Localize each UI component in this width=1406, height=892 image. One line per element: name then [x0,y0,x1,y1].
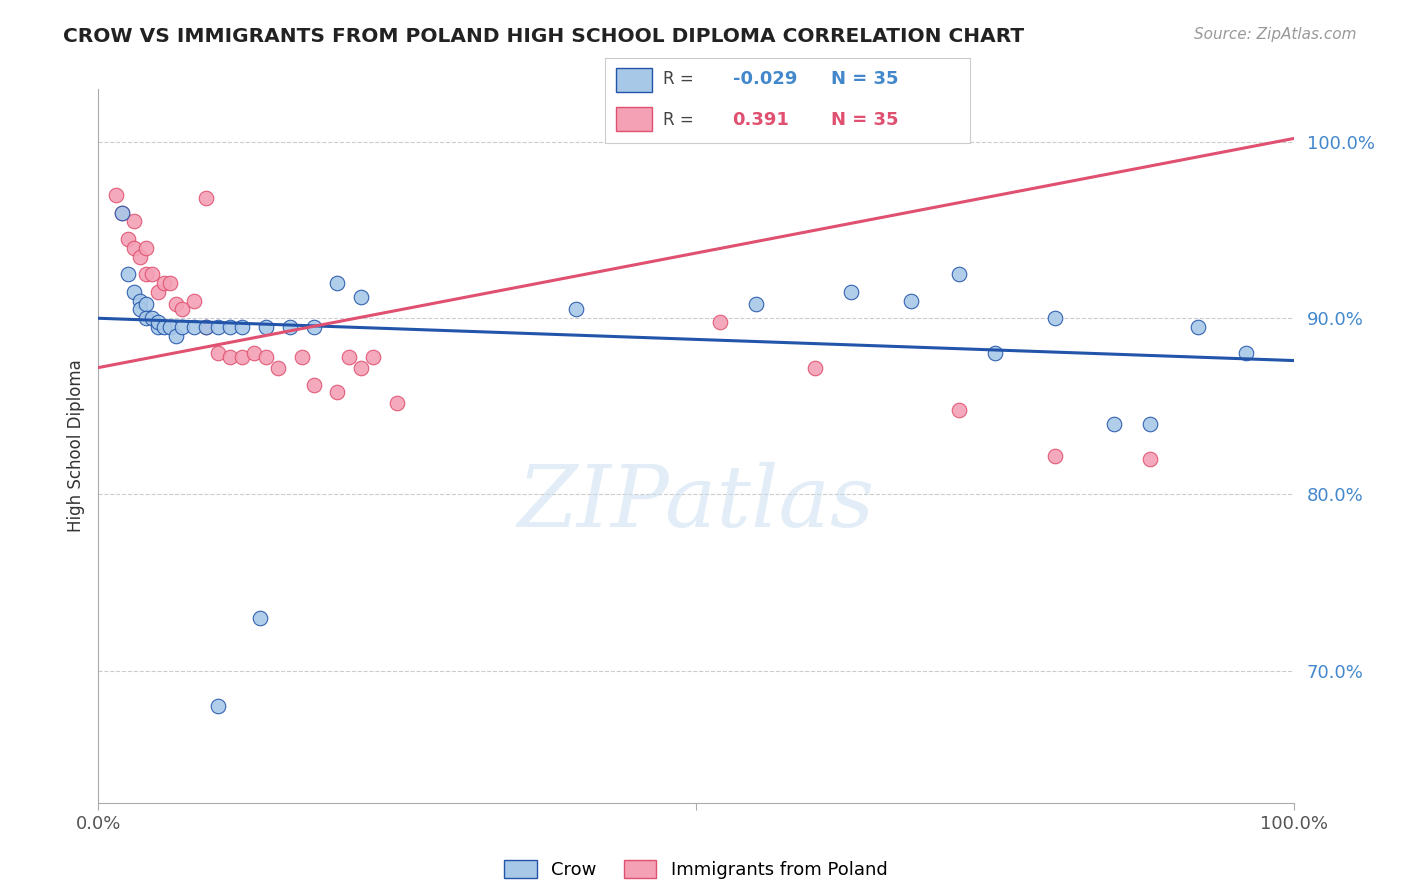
Point [565,302,588,317]
Point [135,267,157,281]
Point [302,320,325,334]
Point [709,315,731,329]
FancyBboxPatch shape [616,107,652,131]
Point [326,385,349,400]
Text: N = 35: N = 35 [831,70,898,87]
Point [207,698,229,713]
Point [148,285,170,299]
Point [267,360,290,375]
Point [326,276,349,290]
Point [141,311,163,326]
Point [363,350,385,364]
Text: -0.029: -0.029 [733,70,797,87]
Point [207,346,229,360]
Point [172,302,194,317]
Point [302,378,325,392]
Point [1187,320,1209,334]
Point [153,276,176,290]
Point [1139,452,1161,467]
Text: CROW VS IMMIGRANTS FROM POLAND HIGH SCHOOL DIPLOMA CORRELATION CHART: CROW VS IMMIGRANTS FROM POLAND HIGH SCHO… [63,27,1025,45]
Text: Source: ZipAtlas.com: Source: ZipAtlas.com [1194,27,1357,42]
Legend: Crow, Immigrants from Poland: Crow, Immigrants from Poland [498,853,894,887]
Text: 0.391: 0.391 [733,111,789,128]
Point [165,329,187,343]
Point [900,293,922,308]
Point [195,320,218,334]
Point [183,293,205,308]
Point [745,297,768,311]
Point [219,320,242,334]
Point [124,241,146,255]
Point [948,267,970,281]
Text: ZIPatlas: ZIPatlas [517,462,875,544]
Point [231,350,253,364]
Point [1043,449,1066,463]
Point [129,302,152,317]
Point [148,315,170,329]
Point [254,350,277,364]
Point [254,320,277,334]
Point [117,267,139,281]
Point [117,232,139,246]
Point [243,346,266,360]
Y-axis label: High School Diploma: High School Diploma [66,359,84,533]
Point [183,320,205,334]
Point [1043,311,1066,326]
Point [1234,346,1257,360]
Point [804,360,827,375]
Point [385,396,409,410]
Point [948,403,970,417]
Point [135,297,157,311]
Point [159,276,181,290]
Point [135,241,157,255]
Point [111,205,134,219]
Point [249,611,271,625]
Point [129,250,152,264]
Point [350,290,373,304]
Text: R =: R = [664,70,693,87]
Point [1104,417,1126,431]
Point [172,320,194,334]
Point [148,320,170,334]
Point [124,214,146,228]
Point [219,350,242,364]
Point [195,320,218,334]
Point [153,320,176,334]
Point [165,297,187,311]
Point [129,293,152,308]
Point [231,320,253,334]
Point [339,350,361,364]
Point [841,285,863,299]
Point [159,320,181,334]
Point [141,267,163,281]
Point [135,311,157,326]
Point [984,346,1007,360]
Point [350,360,373,375]
Point [105,188,128,202]
Text: N = 35: N = 35 [831,111,898,128]
Text: R =: R = [664,111,693,128]
Point [111,205,134,219]
Point [1139,417,1161,431]
Point [207,320,229,334]
Point [195,191,218,205]
Point [291,350,314,364]
Point [124,285,146,299]
Point [278,320,301,334]
FancyBboxPatch shape [616,68,652,92]
